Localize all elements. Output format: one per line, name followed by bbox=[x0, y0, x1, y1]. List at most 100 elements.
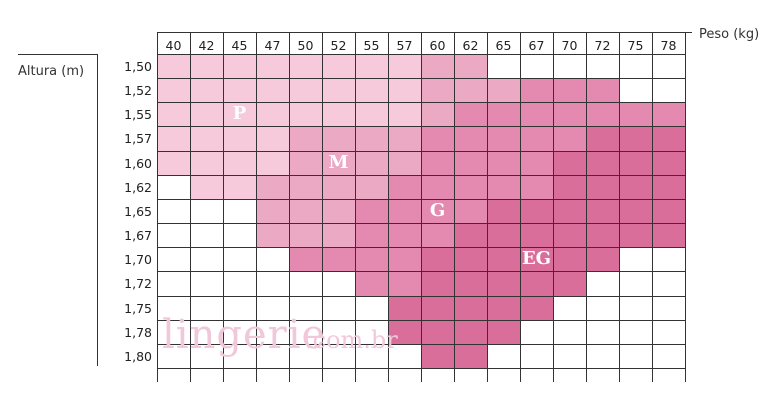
cell-eg bbox=[652, 199, 685, 223]
cell-eg bbox=[520, 247, 553, 271]
cell-g bbox=[355, 247, 388, 271]
cell-eg bbox=[553, 151, 586, 175]
row-label-1-65: 1,65 bbox=[124, 204, 152, 219]
cell-g bbox=[388, 223, 421, 247]
cell-eg bbox=[652, 223, 685, 247]
cell-p bbox=[355, 102, 388, 126]
cell-eg bbox=[454, 320, 487, 344]
cell-eg bbox=[388, 296, 421, 320]
col-label-65: 65 bbox=[495, 38, 512, 53]
cell-p bbox=[388, 102, 421, 126]
cell-p bbox=[190, 54, 223, 78]
cell-eg bbox=[454, 344, 487, 368]
cell-eg bbox=[421, 247, 454, 271]
row-label-1-70: 1,70 bbox=[124, 252, 152, 267]
cell-m bbox=[388, 151, 421, 175]
cell-g bbox=[289, 247, 322, 271]
cell-m bbox=[421, 78, 454, 102]
cell-eg bbox=[520, 271, 553, 296]
cell-p bbox=[157, 102, 190, 126]
cell-p bbox=[355, 78, 388, 102]
col-label-70: 70 bbox=[561, 38, 578, 53]
cell-p bbox=[223, 102, 256, 126]
cell-p bbox=[190, 151, 223, 175]
grid-vline bbox=[256, 32, 257, 382]
cell-m bbox=[322, 175, 355, 199]
grid-vline bbox=[289, 32, 290, 382]
x-axis-title: Peso (kg) bbox=[699, 27, 760, 42]
col-label-52: 52 bbox=[330, 38, 347, 53]
cell-p bbox=[157, 151, 190, 175]
col-label-67: 67 bbox=[528, 38, 545, 53]
size-label-p: P bbox=[232, 103, 247, 124]
cell-eg bbox=[421, 320, 454, 344]
cell-eg bbox=[520, 296, 553, 320]
cell-m bbox=[322, 223, 355, 247]
cell-g bbox=[619, 102, 652, 126]
cell-eg bbox=[553, 271, 586, 296]
cell-g bbox=[421, 126, 454, 151]
cell-g bbox=[487, 102, 520, 126]
cell-p bbox=[223, 126, 256, 151]
watermark-domain: .com.br bbox=[305, 326, 398, 354]
cell-m bbox=[355, 126, 388, 151]
cell-g bbox=[553, 78, 586, 102]
cell-p bbox=[190, 78, 223, 102]
row-label-1-80: 1,80 bbox=[124, 349, 152, 364]
cell-eg bbox=[652, 151, 685, 175]
grid-vline bbox=[619, 32, 620, 382]
cell-m bbox=[355, 151, 388, 175]
cell-eg bbox=[421, 344, 454, 368]
grid-vline bbox=[520, 32, 521, 382]
cell-eg bbox=[454, 247, 487, 271]
cell-eg bbox=[652, 126, 685, 151]
cell-m bbox=[355, 175, 388, 199]
row-label-1-75: 1,75 bbox=[124, 301, 152, 316]
cell-m bbox=[421, 102, 454, 126]
col-label-75: 75 bbox=[627, 38, 644, 53]
cell-p bbox=[322, 78, 355, 102]
cell-m bbox=[454, 54, 487, 78]
cell-g bbox=[586, 102, 619, 126]
cell-eg bbox=[619, 151, 652, 175]
cell-g bbox=[487, 126, 520, 151]
watermark-logo: lingerie bbox=[162, 312, 327, 358]
row-label-1-72: 1,72 bbox=[124, 276, 152, 291]
cell-m bbox=[322, 151, 355, 175]
cell-g bbox=[388, 247, 421, 271]
cell-eg bbox=[553, 247, 586, 271]
cell-g bbox=[454, 102, 487, 126]
cell-m bbox=[322, 126, 355, 151]
col-label-55: 55 bbox=[363, 38, 380, 53]
cell-eg bbox=[520, 199, 553, 223]
size-label-eg: EG bbox=[521, 248, 552, 269]
cell-g bbox=[421, 223, 454, 247]
cell-g bbox=[454, 175, 487, 199]
cell-g bbox=[388, 175, 421, 199]
row-label-1-67: 1,67 bbox=[124, 228, 152, 243]
grid-vline bbox=[190, 32, 191, 382]
cell-g bbox=[454, 151, 487, 175]
row-label-1-78: 1,78 bbox=[124, 325, 152, 340]
col-label-40: 40 bbox=[165, 38, 182, 53]
cell-eg bbox=[487, 247, 520, 271]
cell-p bbox=[256, 126, 289, 151]
cell-p bbox=[223, 78, 256, 102]
cell-p bbox=[223, 54, 256, 78]
cell-p bbox=[289, 78, 322, 102]
cell-g bbox=[388, 271, 421, 296]
cell-g bbox=[322, 247, 355, 271]
cell-eg bbox=[619, 199, 652, 223]
cell-eg bbox=[586, 151, 619, 175]
grid-vline bbox=[652, 32, 653, 382]
cell-eg bbox=[619, 126, 652, 151]
cell-g bbox=[421, 151, 454, 175]
grid-vline bbox=[322, 32, 323, 382]
grid-vline bbox=[355, 32, 356, 382]
cell-m bbox=[388, 126, 421, 151]
cell-eg bbox=[421, 296, 454, 320]
cell-eg bbox=[586, 126, 619, 151]
cell-g bbox=[652, 102, 685, 126]
cell-eg bbox=[553, 175, 586, 199]
cell-p bbox=[256, 102, 289, 126]
